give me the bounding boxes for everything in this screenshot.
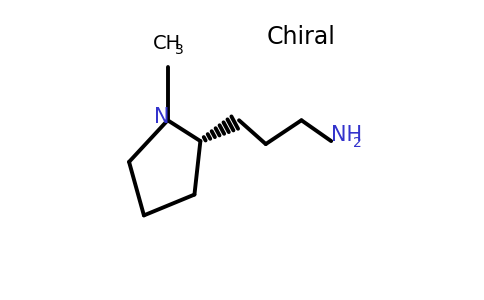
Text: Chiral: Chiral	[267, 25, 336, 49]
Text: NH: NH	[331, 125, 363, 145]
Text: CH: CH	[153, 34, 181, 52]
Text: 2: 2	[352, 136, 362, 150]
Text: N: N	[154, 107, 169, 127]
Text: 3: 3	[175, 44, 184, 57]
